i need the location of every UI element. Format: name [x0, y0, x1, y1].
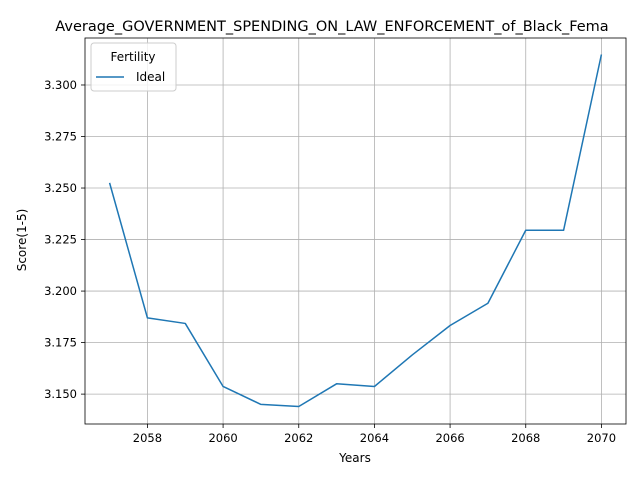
x-tick-label: 2062 — [284, 431, 313, 445]
plot-frame — [84, 37, 627, 425]
chart-title: Average_GOVERNMENT_SPENDING_ON_LAW_ENFOR… — [55, 19, 608, 35]
y-tick-label: 3.150 — [44, 387, 77, 401]
x-tick-label: 2068 — [511, 431, 540, 445]
y-tick-label: 3.250 — [44, 181, 77, 195]
x-tick-label: 2066 — [435, 431, 464, 445]
y-axis: 3.150 3.175 3.200 3.225 3.250 3.275 3.300 — [44, 78, 85, 401]
x-tick-label: 2070 — [587, 431, 616, 445]
x-axis: 2058 2060 2062 2064 2066 2068 2070 — [133, 424, 616, 445]
x-tick-label: 2064 — [360, 431, 389, 445]
grid — [85, 38, 626, 424]
y-tick-label: 3.300 — [44, 78, 77, 92]
legend-label-ideal: Ideal — [136, 70, 165, 84]
y-axis-label: Score(1-5) — [15, 209, 29, 272]
legend-box — [90, 42, 177, 92]
legend-title: Fertility — [110, 50, 155, 64]
x-tick-label: 2058 — [133, 431, 162, 445]
y-tick-label: 3.225 — [44, 233, 77, 247]
series-layer — [108, 54, 603, 408]
y-tick-label: 3.200 — [44, 284, 77, 298]
y-tick-label: 3.275 — [44, 130, 77, 144]
series-line-ideal — [108, 54, 603, 408]
y-tick-label: 3.175 — [44, 336, 77, 350]
x-tick-label: 2060 — [208, 431, 237, 445]
legend: Fertility Ideal — [90, 42, 177, 92]
x-axis-label: Years — [338, 451, 371, 465]
